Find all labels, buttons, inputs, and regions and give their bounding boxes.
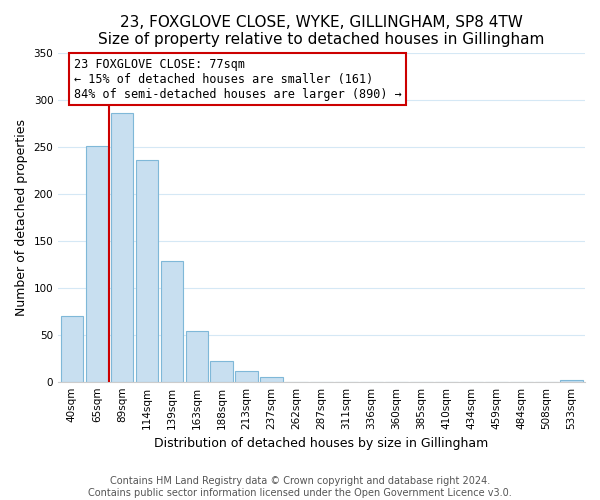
Text: 23 FOXGLOVE CLOSE: 77sqm
← 15% of detached houses are smaller (161)
84% of semi-: 23 FOXGLOVE CLOSE: 77sqm ← 15% of detach… [74, 58, 402, 100]
Bar [235, 372, 258, 382]
Title: 23, FOXGLOVE CLOSE, WYKE, GILLINGHAM, SP8 4TW
Size of property relative to detac: 23, FOXGLOVE CLOSE, WYKE, GILLINGHAM, SP… [98, 15, 545, 48]
Bar [560, 380, 583, 382]
X-axis label: Distribution of detached houses by size in Gillingham: Distribution of detached houses by size … [154, 437, 489, 450]
Y-axis label: Number of detached properties: Number of detached properties [15, 118, 28, 316]
Bar [136, 160, 158, 382]
Bar [61, 316, 83, 382]
Text: Contains HM Land Registry data © Crown copyright and database right 2024.
Contai: Contains HM Land Registry data © Crown c… [88, 476, 512, 498]
Bar [260, 377, 283, 382]
Bar [211, 361, 233, 382]
Bar [185, 331, 208, 382]
Bar [110, 113, 133, 382]
Bar [86, 146, 108, 382]
Bar [161, 262, 183, 382]
